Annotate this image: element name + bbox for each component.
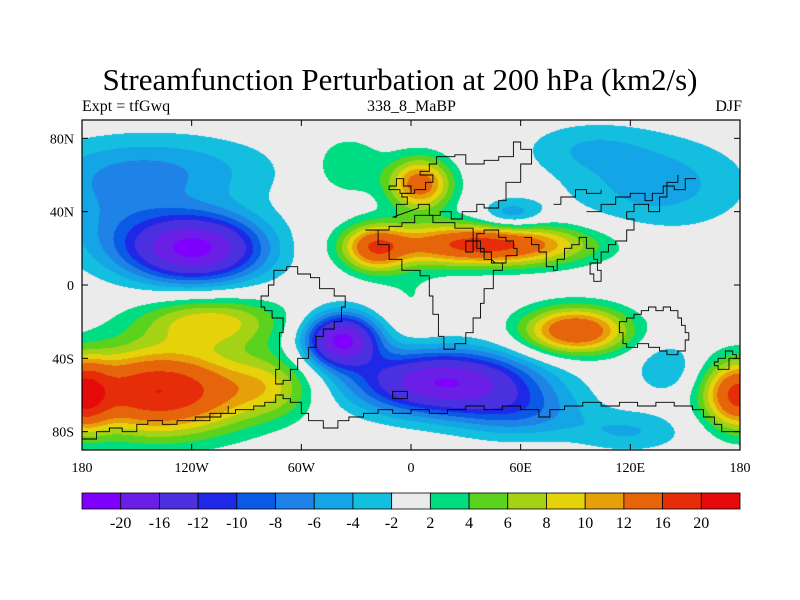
y-tick-label: 40S <box>52 352 74 367</box>
colorbar-label: -6 <box>308 515 321 532</box>
coastline-segment <box>476 229 518 264</box>
y-tick-label: 40N <box>50 206 74 221</box>
y-axis: 80N 40N 0 40S 80S <box>50 132 740 441</box>
coastline-segment <box>260 266 346 385</box>
coastline-segment <box>191 406 229 422</box>
colorbar-swatch <box>352 492 393 510</box>
center-string: 338_8_MaBP <box>367 98 456 115</box>
y-tick-label: 0 <box>67 279 74 294</box>
coastline-segment <box>713 350 737 370</box>
x-axis: 180 120W 60W 0 60E 120E 180 <box>72 120 751 476</box>
y-tick-label: 80S <box>52 426 74 441</box>
colorbar-label: 2 <box>426 515 434 532</box>
colorbar-swatch <box>313 492 354 510</box>
plot-title: Streamfunction Perturbation at 200 hPa (… <box>102 62 698 97</box>
x-tick-label: 60W <box>288 461 316 476</box>
colorbar-swatch <box>584 492 625 510</box>
y-tick-label: 80N <box>50 132 74 147</box>
x-tick-label: 180 <box>730 461 751 476</box>
colorbar-label: -4 <box>346 515 359 532</box>
colorbar-label: -16 <box>149 515 170 532</box>
coastline-segment <box>392 390 408 400</box>
coastline-segment <box>553 189 602 205</box>
colorbar-swatch <box>275 492 315 510</box>
x-tick-label: 120W <box>175 461 210 476</box>
x-tick-label: 60E <box>509 461 532 476</box>
colorbar-swatch <box>700 492 741 510</box>
x-tick-label: 180 <box>72 461 93 476</box>
colorbar-swatch <box>120 492 160 510</box>
right-string: DJF <box>715 98 742 115</box>
colorbar-label: -2 <box>385 515 398 532</box>
streamfunction-field <box>82 120 740 450</box>
colorbar-swatch <box>236 492 276 510</box>
coastline-segment <box>586 178 697 213</box>
colorbar-swatch <box>546 492 586 510</box>
coastline-segment <box>524 175 679 282</box>
coastline-segment <box>392 141 533 220</box>
colorbar: -20 -16 -12 -10 -8 -6 -4 -2 2 4 6 8 10 12 16 20 <box>81 492 741 532</box>
colorbar-label: 10 <box>577 515 593 532</box>
left-string: Expt = tfGwq <box>82 98 171 115</box>
colorbar-label: 12 <box>616 515 632 532</box>
x-tick-label: 0 <box>408 461 415 476</box>
colorbar-swatch <box>81 492 122 510</box>
colorbar-label: -10 <box>226 515 247 532</box>
colorbar-swatch <box>429 492 470 510</box>
coastline-segment <box>388 178 412 194</box>
colorbar-label: 6 <box>504 515 512 532</box>
colorbar-label: -12 <box>187 515 208 532</box>
coastline-segment <box>465 240 474 253</box>
colorbar-label: 8 <box>543 515 551 532</box>
colorbar-swatch <box>391 492 431 510</box>
colorbar-swatch <box>662 492 702 510</box>
colorbar-label: -20 <box>110 515 131 532</box>
colorbar-swatch <box>159 492 199 510</box>
colorbar-label: 20 <box>693 515 709 532</box>
colorbar-swatch <box>197 492 238 510</box>
coastline-segment <box>365 214 503 350</box>
colorbar-label: 4 <box>465 515 473 532</box>
colorbar-swatch <box>468 492 509 510</box>
coastline-segment <box>618 306 690 356</box>
x-tick-label: 120E <box>616 461 646 476</box>
colorbar-swatch <box>623 492 663 510</box>
colorbar-label: 16 <box>655 515 671 532</box>
coastline-segment <box>82 394 740 450</box>
colorbar-swatch <box>507 492 547 510</box>
coastlines <box>82 141 740 450</box>
colorbar-label: -8 <box>269 515 282 532</box>
